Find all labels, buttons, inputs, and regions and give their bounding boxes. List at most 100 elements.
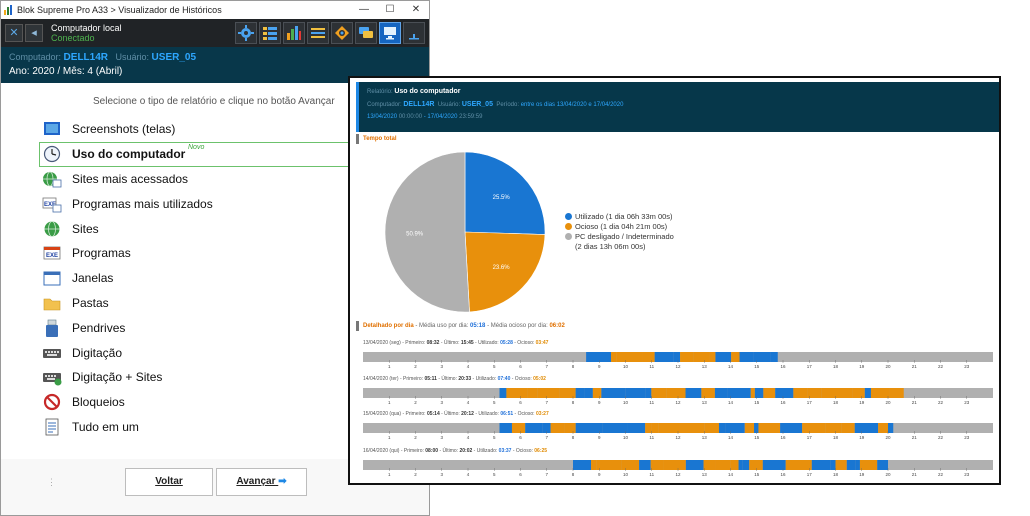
hour-tick-label: 23 xyxy=(964,400,970,405)
arrow-right-icon: ➡ xyxy=(278,476,287,487)
idle-segment xyxy=(749,460,763,470)
day-caption: 15/04/2020 (qua) - Primeiro: 05:14 - Últ… xyxy=(363,410,993,418)
idle-segment xyxy=(564,423,576,433)
report-user-label: Usuário: xyxy=(437,102,461,108)
connect-icon[interactable]: ◂ xyxy=(25,24,43,42)
used-segment xyxy=(673,352,681,362)
report-type-item[interactable]: Digitação + Sites xyxy=(39,365,379,390)
report-window: Relatório: Uso do computador Computador:… xyxy=(348,76,1001,485)
legend-swatch xyxy=(565,223,572,230)
hour-tick-label: 19 xyxy=(859,400,865,405)
report-type-item[interactable]: Janelas xyxy=(39,266,379,291)
hour-tick-label: 21 xyxy=(912,435,918,440)
next-button[interactable]: Avançar ➡ xyxy=(216,468,307,496)
idle-segment xyxy=(821,388,838,398)
range-start: 13/04/2020 xyxy=(367,114,398,120)
hour-tick-label: 5 xyxy=(493,400,496,405)
chat-icon[interactable] xyxy=(355,22,377,44)
idle-segment xyxy=(591,460,597,470)
hour-tick-label: 20 xyxy=(885,400,891,405)
pie-slice-label: 25.5% xyxy=(493,195,511,201)
bar-chart-icon[interactable] xyxy=(283,22,305,44)
avg-idle-label: - Média ocioso por dia: xyxy=(487,323,548,329)
hour-tick-label: 3 xyxy=(440,435,443,440)
download-icon[interactable] xyxy=(403,22,425,44)
close-button[interactable]: ✕ xyxy=(411,4,421,15)
globe-icon xyxy=(42,220,62,238)
hour-tick-label: 16 xyxy=(780,364,786,369)
report-type-item[interactable]: EXE Programas mais utilizados xyxy=(39,191,379,216)
stacked-lines-icon[interactable] xyxy=(307,22,329,44)
maximize-button[interactable]: ☐ xyxy=(385,4,395,15)
back-button[interactable]: Voltar xyxy=(125,468,213,496)
last-label: - Último: xyxy=(440,340,460,346)
hour-tick-label: 8 xyxy=(572,400,575,405)
idle-segment xyxy=(511,423,526,433)
report-computer-value: DELL14R xyxy=(403,101,435,108)
hour-tick-label: 11 xyxy=(649,400,654,405)
idle-segment xyxy=(802,423,826,433)
report-type-item[interactable]: Sites xyxy=(39,216,379,241)
first-time: 05:11 xyxy=(424,376,437,382)
day-timeline-chart: 1 2 3 4 5 6 7 8 9 10 11 12 13 14 15 16 17 18 19 20 21 22 23 xyxy=(363,460,993,477)
report-type-item[interactable]: Sites mais acessados xyxy=(39,167,379,192)
history-viewer-icon[interactable] xyxy=(379,22,401,44)
used-segment xyxy=(742,460,750,470)
list-grid-icon[interactable] xyxy=(259,22,281,44)
hour-tick-label: 15 xyxy=(754,400,760,405)
hour-tick-label: 11 xyxy=(649,435,654,440)
day-caption: 14/04/2020 (ter) - Primeiro: 05:11 - Últ… xyxy=(363,375,993,383)
idle-segment xyxy=(611,352,617,362)
report-type-item[interactable]: Pendrives xyxy=(39,315,379,340)
last-label: - Último: xyxy=(438,376,457,382)
hour-tick-label: 5 xyxy=(493,435,496,440)
target-icon[interactable] xyxy=(331,22,353,44)
hour-tick-label: 20 xyxy=(885,364,891,369)
hour-tick-label: 15 xyxy=(754,364,760,369)
report-computer-label: Computador: xyxy=(367,102,402,108)
used-segment xyxy=(654,352,674,362)
day-timeline-chart: 1 2 3 4 5 6 7 8 9 10 11 12 13 14 15 16 17 18 19 20 21 22 23 xyxy=(363,352,993,369)
idle-label: - Ocioso: xyxy=(512,448,533,454)
report-type-item[interactable]: Digitação xyxy=(39,340,379,365)
report-type-item[interactable]: Screenshots (telas) xyxy=(39,117,379,142)
globe-table-icon xyxy=(42,170,62,188)
report-type-item[interactable]: Bloqueios xyxy=(39,390,379,415)
idle-label: - Ocioso: xyxy=(514,411,535,417)
used-segment xyxy=(877,460,888,470)
disconnect-icon[interactable]: ✕ xyxy=(5,24,23,42)
hour-tick-label: 3 xyxy=(440,400,443,405)
idle-segment xyxy=(837,388,853,398)
toolbar xyxy=(235,22,425,44)
legend-text: Ocioso (1 dia 04h 21m 00s) xyxy=(575,222,667,232)
idle-segment xyxy=(878,423,889,433)
hour-tick-label: 4 xyxy=(467,364,470,369)
hour-tick-label: 10 xyxy=(623,472,629,477)
report-type-label: Bloqueios xyxy=(72,395,125,410)
used-segment xyxy=(602,423,628,433)
report-type-item[interactable]: Pastas xyxy=(39,291,379,316)
hour-tick-label: 17 xyxy=(807,364,813,369)
gear-icon[interactable] xyxy=(235,22,257,44)
range-end: 17/04/2020 xyxy=(427,114,458,120)
pie-slice-label: 23.6% xyxy=(493,265,511,271)
used-segment xyxy=(762,460,786,470)
idle-segment xyxy=(666,388,686,398)
minimize-button[interactable]: — xyxy=(359,4,369,15)
idle-segment xyxy=(527,388,538,398)
report-type-item[interactable]: EXE Programas xyxy=(39,241,379,266)
pie-chart: 25.5% 23.6% 50.9% xyxy=(384,151,546,313)
day-timeline: 13/04/2020 (seg) - Primeiro: 08:32 - Últ… xyxy=(363,339,993,369)
report-type-item[interactable]: Uso do computador Novo xyxy=(39,141,379,167)
day-date: 13/04/2020 (seg) xyxy=(363,340,401,346)
report-type-item[interactable]: Tudo em um xyxy=(39,415,379,440)
daily-label: Detalhado por dia xyxy=(363,323,414,329)
day-timeline: 14/04/2020 (ter) - Primeiro: 05:11 - Últ… xyxy=(363,375,993,405)
pie-slice-label: 50.9% xyxy=(406,231,424,237)
hour-tick-label: 2 xyxy=(414,400,417,405)
idle-time: 05:02 xyxy=(533,376,546,382)
day-caption: 13/04/2020 (seg) - Primeiro: 08:32 - Últ… xyxy=(363,339,993,347)
idle-segment xyxy=(744,423,755,433)
hour-tick-label: 12 xyxy=(675,364,681,369)
block-icon xyxy=(42,393,62,411)
